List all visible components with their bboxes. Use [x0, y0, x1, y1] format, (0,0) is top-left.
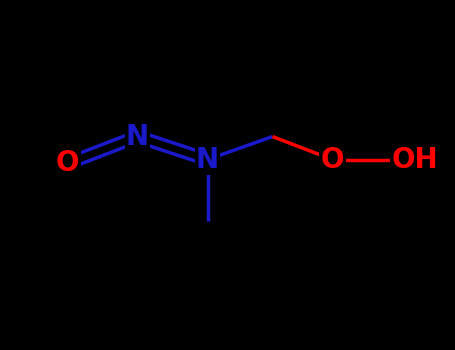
Text: N: N	[196, 146, 219, 174]
Text: N: N	[126, 122, 149, 150]
Text: OH: OH	[392, 146, 438, 174]
Text: O: O	[56, 149, 79, 177]
Text: O: O	[321, 146, 344, 174]
